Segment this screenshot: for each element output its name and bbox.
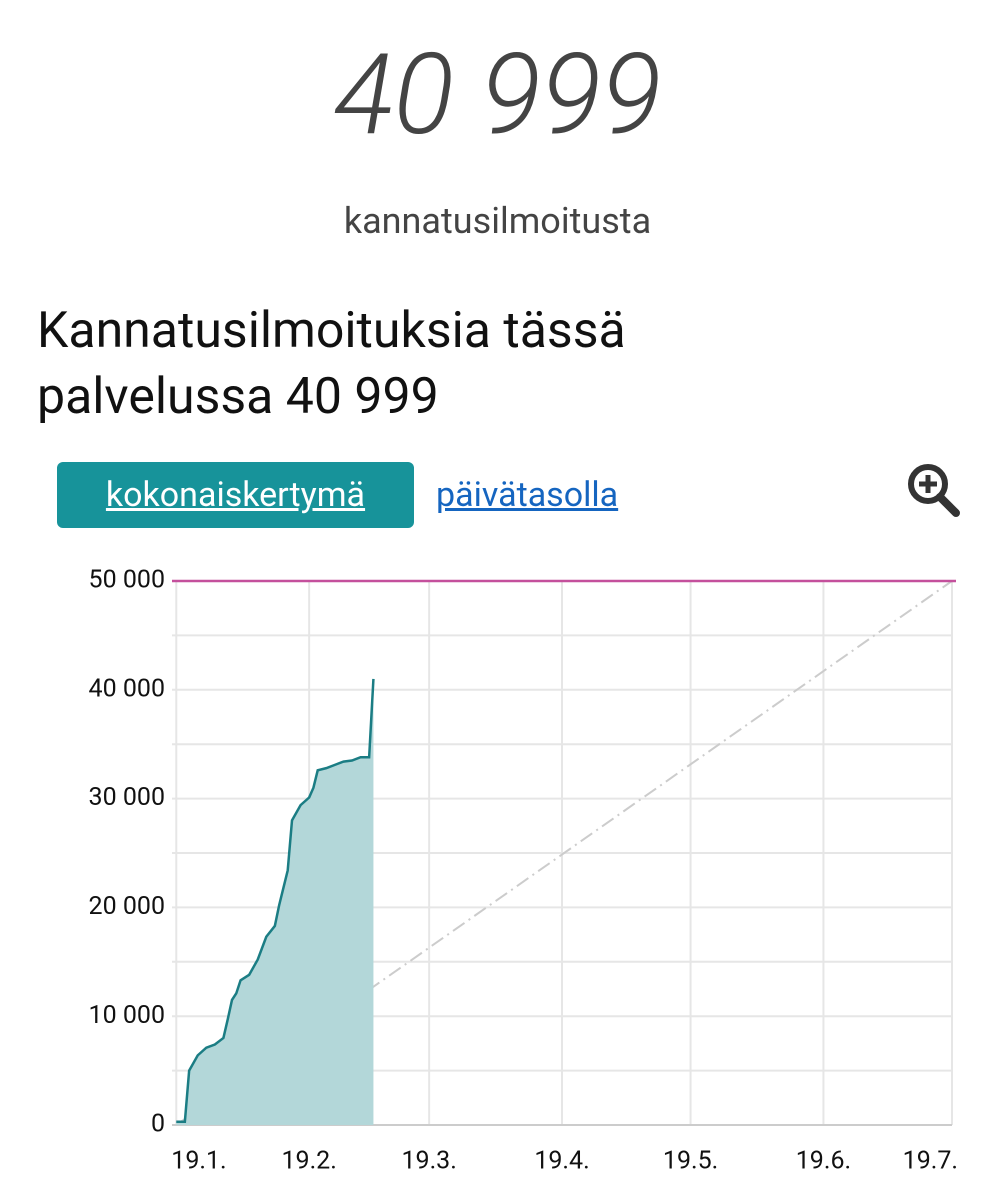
counter: 40 999 xyxy=(333,30,662,161)
x-tick-label: 19.7. xyxy=(903,1147,958,1176)
x-tick-label: 19.3. xyxy=(401,1147,456,1176)
x-tick-label: 19.2. xyxy=(281,1147,336,1176)
tab-button[interactable]: kokonaiskertymä xyxy=(57,462,414,528)
y-tick-label: 40 000 xyxy=(89,674,165,703)
x-tick-label: 19.6. xyxy=(796,1147,851,1176)
y-tick-label: 0 xyxy=(151,1110,165,1139)
y-tick-label: 20 000 xyxy=(89,892,165,921)
heading: Kannatusilmoituksia tässä palvelussa 40 … xyxy=(37,302,626,426)
counter-caption: kannatusilmoitusta xyxy=(343,200,652,242)
y-tick-label: 10 000 xyxy=(89,1001,165,1030)
x-tick-label: 19.4. xyxy=(534,1147,589,1176)
y-tick-label: 50 000 xyxy=(89,566,165,595)
chart: 0 10 000 20 000 30 000 40 000 50 000 19.1. 19.2… xyxy=(89,566,958,1176)
x-tick-label: 19.5. xyxy=(663,1147,718,1176)
tab-link[interactable]: päivätasolla xyxy=(436,475,619,515)
zoom-icon[interactable] xyxy=(904,462,960,518)
area-fill xyxy=(176,678,374,1125)
y-tick-label: 30 000 xyxy=(89,783,165,812)
area-line xyxy=(176,678,375,1123)
x-tick-label: 19.1. xyxy=(171,1147,226,1176)
